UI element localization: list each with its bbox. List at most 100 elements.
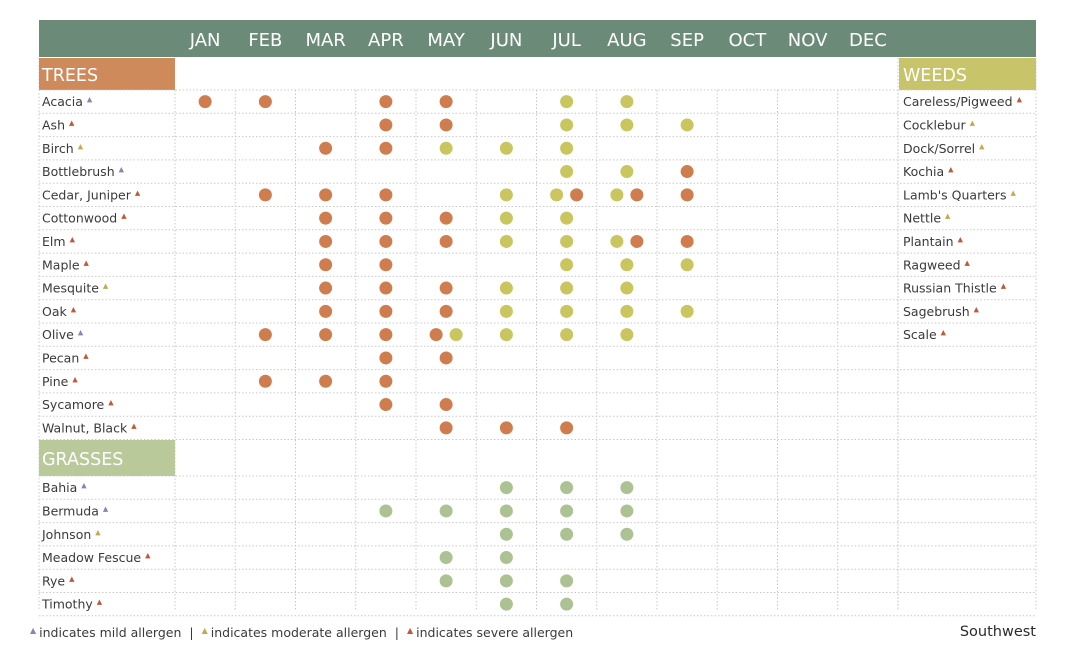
mild-triangle-icon: ▲ <box>81 482 87 490</box>
tree-dot-mar <box>319 211 333 225</box>
grass-dot-aug <box>620 527 634 541</box>
tree-dot-aug <box>620 95 634 109</box>
tree-dot-may <box>439 141 453 155</box>
grass-dot-jun <box>499 597 513 611</box>
tree-label: Bottlebrush <box>42 164 115 179</box>
severe-triangle-icon: ▲ <box>72 375 78 383</box>
tree-dot-sep <box>680 304 694 318</box>
severe-triangle-icon: ▲ <box>145 552 151 560</box>
month-label-sep: SEP <box>670 30 704 51</box>
tree-dot-jun <box>499 234 513 248</box>
tree-dot-apr <box>379 258 393 272</box>
grass-dot-jun <box>499 481 513 495</box>
weed-label: Russian Thistle <box>903 281 997 296</box>
tree-dot-mar <box>319 258 333 272</box>
tree-dot-may <box>439 211 453 225</box>
weed-label: Kochia <box>903 164 944 179</box>
weeds-header <box>899 58 1036 90</box>
tree-label: Cedar, Juniper <box>42 187 132 202</box>
severe-triangle-icon: ▲ <box>69 119 75 127</box>
tree-dot-aug <box>620 281 634 295</box>
tree-dot-jul <box>550 188 564 202</box>
tree-label: Sycamore <box>42 397 105 412</box>
moderate-triangle-icon: ▲ <box>103 282 109 290</box>
weeds-header-label: WEEDS <box>903 66 967 86</box>
severe-triangle-icon: ▲ <box>948 166 954 174</box>
grass-label: Meadow Fescue <box>42 550 141 565</box>
month-label-may: MAY <box>427 30 465 51</box>
month-header-bar <box>39 20 1036 57</box>
mild-triangle-icon: ▲ <box>78 329 84 337</box>
month-label-feb: FEB <box>248 30 282 51</box>
tree-dot-aug <box>630 234 644 248</box>
grass-dot-aug <box>620 504 634 518</box>
tree-label: Maple <box>42 257 80 272</box>
severe-triangle-icon: ▲ <box>97 598 103 606</box>
tree-dot-feb <box>258 374 272 388</box>
tree-dot-apr <box>379 304 393 318</box>
tree-label: Birch <box>42 141 74 156</box>
moderate-triangle-icon: ▲ <box>945 212 951 220</box>
tree-dot-apr <box>379 188 393 202</box>
tree-dot-jul <box>560 258 574 272</box>
tree-dot-apr <box>379 141 393 155</box>
month-label-oct: OCT <box>729 30 768 51</box>
tree-dot-jul <box>560 281 574 295</box>
grass-dot-apr <box>379 504 393 518</box>
tree-dot-feb <box>258 95 272 109</box>
tree-dot-apr <box>379 398 393 412</box>
severe-triangle-icon: ▲ <box>84 259 90 267</box>
tree-dot-mar <box>319 281 333 295</box>
legend-moderate: indicates moderate allergen <box>210 625 387 640</box>
severe-triangle-icon: ▲ <box>965 259 971 267</box>
weed-label: Plantain <box>903 234 954 249</box>
tree-dot-sep <box>680 165 694 179</box>
tree-dot-mar <box>319 141 333 155</box>
tree-dot-jul <box>570 188 584 202</box>
weed-label: Cocklebur <box>903 117 967 132</box>
severe-triangle-icon: ▲ <box>108 399 114 407</box>
tree-dot-jun <box>499 304 513 318</box>
month-label-apr: APR <box>368 30 404 51</box>
allergen-legend: ▲ indicates mild allergen | ▲ indicates mode… <box>30 625 573 640</box>
grass-dot-jun <box>499 574 513 588</box>
month-label-jul: JUL <box>551 30 581 51</box>
tree-dot-feb <box>258 328 272 342</box>
tree-dot-mar <box>319 328 333 342</box>
grasses-header <box>39 440 175 476</box>
tree-dot-apr <box>379 95 393 109</box>
tree-label: Ash <box>42 117 65 132</box>
moderate-triangle-icon: ▲ <box>78 142 84 150</box>
tree-dot-mar <box>319 188 333 202</box>
tree-dot-may <box>439 95 453 109</box>
tree-dot-jul <box>560 234 574 248</box>
weed-label: Scale <box>903 327 937 342</box>
tree-dot-jun <box>499 188 513 202</box>
tree-dot-apr <box>379 234 393 248</box>
tree-dot-jul <box>560 421 574 435</box>
tree-dot-sep <box>680 118 694 132</box>
tree-dot-jul <box>560 211 574 225</box>
tree-dot-aug <box>610 234 624 248</box>
tree-dot-apr <box>379 281 393 295</box>
mild-triangle-icon: ▲ <box>103 505 109 513</box>
tree-dot-may <box>429 328 443 342</box>
severe-triangle-icon: ▲ <box>1017 96 1023 104</box>
month-label-mar: MAR <box>305 30 345 51</box>
severe-triangle-icon: ▲ <box>70 235 76 243</box>
tree-dot-may <box>439 421 453 435</box>
tree-dot-may <box>439 118 453 132</box>
tree-dot-apr <box>379 374 393 388</box>
tree-dot-may <box>449 328 463 342</box>
grass-dot-jul <box>560 481 574 495</box>
severe-triangle-icon: ▲ <box>71 305 77 313</box>
grass-label: Bahia <box>42 480 77 495</box>
tree-dot-mar <box>319 234 333 248</box>
grass-dot-may <box>439 574 453 588</box>
tree-dot-jun <box>499 211 513 225</box>
tree-dot-aug <box>620 328 634 342</box>
grass-dot-jul <box>560 504 574 518</box>
legend-separator: | <box>394 625 399 640</box>
severe-triangle-icon: ▲ <box>131 422 137 430</box>
grass-label: Rye <box>42 573 65 588</box>
